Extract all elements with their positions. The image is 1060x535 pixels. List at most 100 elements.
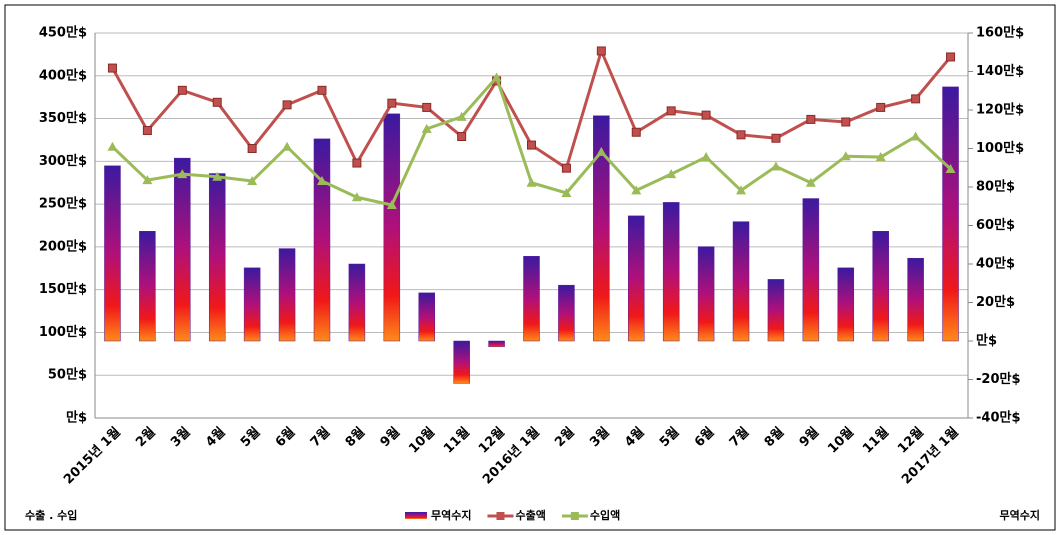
bar: [139, 231, 156, 342]
bar: [732, 221, 750, 342]
bar: [488, 340, 505, 348]
marker: [352, 158, 362, 168]
y-axis-label: 수출 . 수입: [25, 508, 77, 522]
bar: [104, 165, 121, 342]
bar: [628, 215, 645, 342]
y-tick-label: 300만$: [39, 153, 87, 169]
marker: [317, 85, 327, 95]
marker: [666, 106, 676, 116]
bar: [383, 113, 401, 342]
y2-tick-label: 60만$: [976, 217, 1015, 233]
marker: [771, 133, 781, 143]
bar: [278, 248, 296, 342]
bar: [697, 246, 715, 342]
y2-tick-label: 80만$: [976, 179, 1015, 195]
marker: [527, 140, 536, 150]
bar: [208, 173, 226, 342]
y2-axis-label: 무역수지: [1000, 508, 1040, 522]
bar: [243, 267, 261, 342]
marker: [107, 141, 118, 151]
marker: [212, 171, 223, 181]
y2-tick-label: 140만$: [976, 63, 1024, 79]
y-tick-label: 200만$: [39, 238, 87, 254]
y-tick-label: 400만$: [39, 67, 87, 83]
y-tick-label: 450만$: [39, 25, 87, 41]
marker: [631, 127, 641, 137]
marker: [491, 72, 502, 82]
marker: [596, 146, 607, 156]
y2-tick-label: -20만$: [976, 371, 1021, 387]
marker: [631, 185, 642, 195]
y2-tick-label: -40만$: [976, 410, 1021, 426]
bar: [907, 257, 924, 342]
legend-label: 수입액: [590, 509, 620, 522]
marker: [910, 131, 921, 141]
legend-swatch: [496, 512, 505, 520]
marker: [142, 175, 153, 185]
y2-tick-label: 120만$: [976, 102, 1024, 118]
bar: [593, 115, 610, 342]
bar: [348, 263, 366, 342]
marker: [666, 169, 677, 179]
marker: [247, 176, 258, 186]
legend-swatch: [570, 512, 579, 520]
bar: [558, 284, 575, 342]
marker: [875, 152, 886, 162]
y-tick-label: 100만$: [39, 324, 87, 340]
legend-label: 무역수지: [431, 508, 471, 522]
marker: [247, 144, 257, 153]
marker: [177, 85, 187, 95]
bar: [767, 279, 785, 342]
marker: [422, 102, 432, 112]
marker: [457, 132, 467, 142]
bar: [523, 256, 540, 342]
legend-label: 수출액: [515, 508, 545, 522]
y2-tick-label: 만$: [976, 333, 997, 349]
marker: [840, 151, 851, 161]
bar: [837, 267, 855, 342]
marker: [526, 177, 537, 187]
marker: [805, 177, 816, 187]
bar: [313, 138, 331, 342]
marker: [701, 110, 711, 120]
y-tick-label: 250만$: [39, 196, 87, 212]
marker: [351, 192, 362, 202]
marker: [421, 123, 432, 133]
marker: [177, 169, 188, 179]
marker: [945, 164, 956, 174]
marker: [316, 176, 327, 186]
marker: [596, 46, 606, 56]
marker: [736, 130, 746, 140]
y-tick-label: 만$: [66, 410, 87, 426]
marker: [282, 141, 293, 151]
marker: [876, 102, 886, 112]
bar: [418, 292, 435, 342]
marker: [282, 100, 292, 110]
y-tick-label: 150만$: [39, 281, 87, 297]
y2-tick-label: 160만$: [976, 25, 1024, 41]
marker: [386, 199, 397, 209]
marker: [806, 114, 816, 124]
marker: [841, 117, 851, 127]
marker: [107, 63, 117, 73]
marker: [387, 98, 397, 108]
y2-tick-label: 100만$: [976, 140, 1024, 156]
bar: [802, 198, 820, 342]
marker: [561, 163, 571, 173]
marker: [456, 111, 467, 121]
marker: [911, 94, 921, 104]
bar: [942, 86, 959, 342]
y-tick-label: 50만$: [48, 367, 87, 383]
marker: [142, 126, 152, 136]
marker: [770, 161, 781, 171]
bar: [453, 340, 470, 384]
bar: [872, 231, 889, 342]
y-tick-label: 350만$: [39, 110, 87, 126]
marker: [561, 187, 572, 197]
bar: [662, 202, 680, 342]
legend-swatch: [405, 512, 427, 519]
marker: [736, 185, 747, 195]
y2-tick-label: 40만$: [976, 256, 1015, 272]
marker: [212, 97, 222, 107]
